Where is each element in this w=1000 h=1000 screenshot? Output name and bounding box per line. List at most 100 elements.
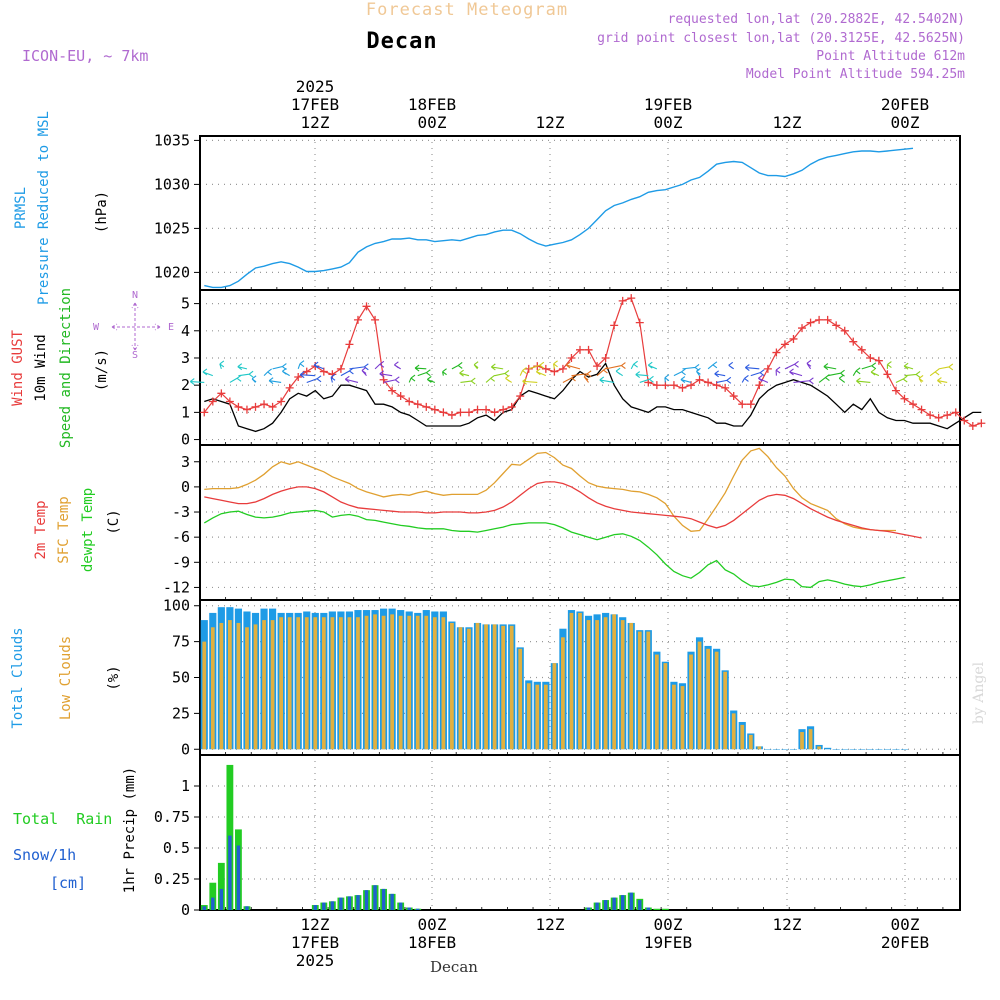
wind-direction-arrow — [494, 370, 510, 377]
snow-bar — [398, 902, 403, 910]
low-cloud-bar — [219, 622, 224, 750]
gust-marker — [439, 408, 448, 417]
top-time-label: 17FEB — [291, 95, 339, 114]
bottom-time-label: 19FEB — [644, 933, 692, 952]
low-cloud-bar — [270, 620, 275, 750]
snow-bar — [245, 906, 249, 910]
bottom-time-label: 00Z — [891, 915, 920, 934]
precip-panel: 0 0.25 0.5 0.75 1 — [154, 754, 961, 919]
low-cloud-bar — [287, 617, 292, 750]
gust-marker — [490, 408, 499, 417]
low-cloud-bar — [492, 624, 497, 750]
low-cloud-bar — [373, 614, 377, 750]
wind-direction-arrow — [937, 377, 948, 384]
clouds-unit: (%) — [106, 665, 122, 690]
gust-marker — [883, 370, 892, 379]
gust-marker — [891, 386, 900, 395]
low-cloud-bar — [603, 617, 608, 750]
total-cloud-bar — [892, 749, 900, 750]
gust-marker — [200, 408, 209, 417]
wind-direction-arrow — [827, 369, 845, 377]
precip-labels: Total Rain Snow/1h [cm] 1hr Precip (mm) — [13, 767, 138, 893]
snow-bar — [416, 908, 420, 910]
low-cloud-bar — [706, 648, 710, 750]
temp-unit: (C) — [106, 509, 122, 534]
compass-e: E — [168, 322, 174, 333]
low-cloud-bar — [552, 663, 557, 750]
gust-marker — [763, 364, 772, 373]
gust-marker — [430, 405, 439, 414]
low-cloud-bar — [578, 612, 582, 750]
snow-bar — [236, 845, 241, 910]
top-time-label: 12Z — [773, 113, 802, 132]
wind-direction-arrow — [189, 378, 205, 385]
y-tick-label: 1035 — [154, 131, 190, 149]
low-cloud-bar — [518, 648, 523, 750]
snow-bar — [646, 907, 651, 910]
low-cloud-bar — [800, 732, 804, 750]
wind-direction-arrow — [823, 363, 837, 370]
sfc-temp-line — [204, 447, 896, 532]
wind-direction-arrow — [750, 369, 765, 377]
low-cloud-bar — [543, 684, 548, 750]
gust-marker — [524, 364, 533, 373]
total-cloud-bar — [858, 749, 866, 750]
low-cloud-bar — [808, 729, 813, 750]
wind-direction-arrow — [635, 371, 649, 378]
wind-direction-arrow — [583, 373, 589, 383]
snow-bar — [330, 901, 335, 910]
wind-direction-arrow — [473, 361, 479, 370]
requested-coords: requested lon,lat (20.2882E, 42.5402N) — [668, 12, 965, 27]
wind-direction-arrow — [383, 376, 400, 384]
cloud-labels: Total Clouds Low Clouds (%) — [10, 627, 122, 728]
wind-direction-arrow — [647, 361, 658, 370]
total-cloud-bar — [772, 749, 780, 750]
dir-label: Speed and Direction — [58, 288, 74, 448]
gust-marker — [413, 400, 422, 409]
top-time-label: 12Z — [536, 113, 565, 132]
low-cloud-bar — [561, 637, 565, 750]
wind-direction-arrow — [299, 371, 316, 379]
gust-marker — [285, 383, 294, 392]
rain-bar — [217, 862, 225, 910]
wind-direction-arrow — [361, 367, 367, 377]
gridpoint-coords: grid point closest lon,lat (20.3125E, 42… — [597, 31, 965, 46]
wind-direction-arrow — [895, 375, 908, 383]
rain-bar — [209, 882, 217, 910]
total-cloud-bar — [781, 749, 789, 750]
gust-marker — [482, 405, 491, 414]
low-cloud-bar — [390, 614, 395, 750]
gust-marker — [217, 389, 226, 398]
gust-marker — [353, 315, 362, 324]
gust-marker — [371, 315, 380, 324]
gust-marker — [576, 345, 584, 354]
low-clouds-label: Low Clouds — [58, 636, 74, 720]
snow-bar — [620, 895, 625, 910]
low-cloud-bar — [569, 612, 574, 750]
y-tick-label: 5 — [181, 295, 190, 313]
wind-speed-line — [204, 362, 982, 433]
wind-direction-arrow — [929, 368, 940, 377]
gust-marker — [251, 402, 260, 411]
top-time-label: 2025 — [296, 77, 335, 96]
low-cloud-bar — [467, 628, 471, 750]
low-cloud-bar — [663, 663, 668, 750]
low-cloud-bar — [672, 684, 676, 750]
top-time-label: 19FEB — [644, 95, 692, 114]
snow-bar — [603, 900, 608, 910]
sfctemp-label: SFC Temp — [56, 496, 72, 563]
wind-direction-arrow — [268, 377, 282, 385]
wind-direction-arrow — [806, 359, 812, 370]
gust-marker — [319, 367, 328, 376]
total-cloud-bar — [841, 749, 849, 750]
snow-bar — [202, 906, 206, 910]
wind-direction-arrow — [379, 370, 393, 378]
low-cloud-bar — [450, 622, 454, 750]
wind-direction-arrow — [696, 367, 701, 376]
gust-marker — [960, 416, 969, 425]
wind-direction-arrow — [728, 361, 735, 370]
gust-marker — [593, 362, 602, 371]
gust-marker — [336, 364, 345, 373]
gust-marker — [900, 394, 909, 403]
gust-marker — [909, 400, 918, 409]
